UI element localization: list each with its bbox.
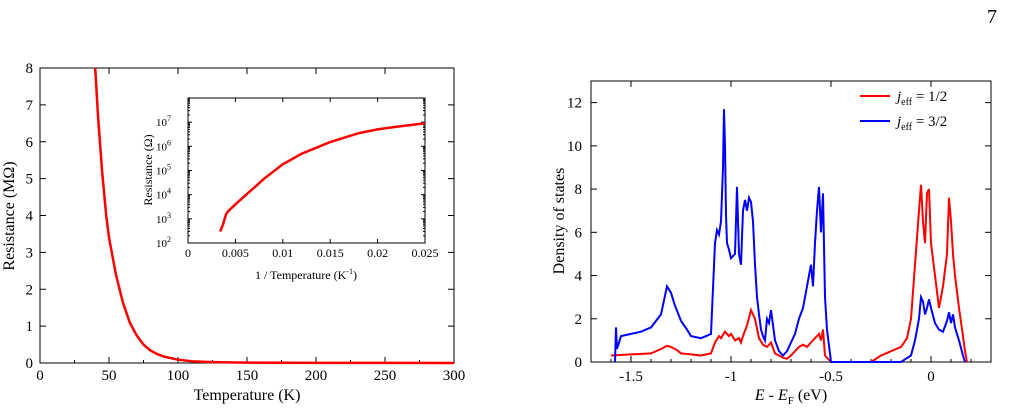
inset-series	[219, 122, 426, 232]
inset-x-tick-label: 0.025	[412, 246, 439, 260]
right-x-tick-label: -0.5	[819, 369, 843, 385]
right-x-axis-label: E - EF (eV)	[754, 387, 827, 407]
inset-plot-background	[188, 98, 425, 243]
left-y-tick-label: 2	[26, 282, 34, 298]
right-series-line-0	[610, 184, 968, 363]
right-y-tick-label: 10	[567, 139, 582, 155]
left-y-tick-label: 0	[26, 356, 34, 372]
right-x-tick-label: -1.5	[619, 369, 643, 385]
left-y-axis-label: Resistance (MΩ)	[1, 161, 18, 270]
right-y-tick-label: 12	[567, 96, 582, 112]
left-axes: 0 50 100 150 200 250 300 0 1 2 3 4 5 6 7 8	[26, 61, 466, 384]
inset-x-tick-label: 0.01	[272, 246, 293, 260]
left-x-axis-label: Temperature (K)	[194, 387, 301, 404]
legend-label-jeff-three-half: jeff = 3/2	[895, 114, 947, 133]
inset-y-tick-label: 106	[156, 138, 171, 153]
inset-y-axis-label: Resistance (Ω)	[141, 134, 155, 205]
inset-x-axis-label: 1 / Temperature (K-1)	[255, 267, 357, 282]
left-x-tick-label: 250	[374, 368, 397, 384]
inset-x-tick-label: 0.005	[222, 246, 249, 260]
right-y-tick-label: 2	[575, 312, 583, 328]
right-axes: -1.5 -1 -0.5 0 0 2 4 6 8 10 12	[567, 81, 991, 385]
left-y-tick-label: 8	[26, 61, 34, 77]
right-y-tick-label: 6	[575, 225, 583, 241]
inset-x-tick-label: 0	[185, 246, 191, 260]
inset-y-tick-label: 102	[156, 235, 171, 250]
right-y-axis-label: Density of states	[551, 168, 568, 275]
left-x-tick-label: 150	[236, 368, 259, 384]
inset-chart: 1 / Temperature (K-1) Resistance (Ω) 0 0.…	[141, 97, 439, 282]
left-x-tick-label: 0	[36, 368, 44, 384]
left-x-tick-label: 100	[167, 368, 190, 384]
inset-y-tick-label: 105	[156, 163, 171, 178]
legend: jeff = 1/2 jeff = 3/2	[860, 89, 947, 133]
left-series-line	[93, 67, 455, 365]
inset-series-line	[219, 122, 426, 232]
left-y-tick-label: 6	[26, 135, 34, 151]
density-of-states-chart: E - EF (eV) Density of states -1.5 -1 -0.5…	[551, 80, 992, 407]
inset-x-tick-label: 0.02	[367, 246, 388, 260]
page-number: 7	[987, 6, 997, 28]
legend-label-jeff-half: jeff = 1/2	[895, 89, 947, 108]
left-series	[93, 67, 455, 365]
left-y-tick-label: 1	[26, 319, 34, 335]
inset-y-tick-label: 103	[156, 211, 171, 226]
right-y-tick-label: 4	[575, 269, 583, 285]
right-y-tick-label: 8	[575, 182, 583, 198]
right-x-tick-label: -1	[725, 369, 738, 385]
right-x-tick-label: 0	[927, 369, 935, 385]
inset-y-tick-label: 104	[156, 187, 171, 202]
left-y-tick-label: 4	[26, 209, 34, 225]
inset-y-tick-label: 107	[156, 114, 171, 129]
left-y-tick-label: 7	[26, 98, 34, 114]
right-series	[610, 109, 968, 363]
left-x-tick-label: 300	[443, 368, 466, 384]
left-x-tick-label: 50	[102, 368, 117, 384]
right-y-tick-label: 0	[575, 355, 583, 371]
resistance-vs-temperature-chart: Temperature (K) Resistance (MΩ) 0 50 100 15…	[1, 61, 465, 404]
right-series-line-1	[614, 109, 966, 363]
left-y-tick-label: 3	[26, 245, 34, 261]
left-y-tick-label: 5	[26, 172, 34, 188]
inset-x-tick-label: 0.015	[317, 246, 344, 260]
left-x-tick-label: 200	[305, 368, 328, 384]
